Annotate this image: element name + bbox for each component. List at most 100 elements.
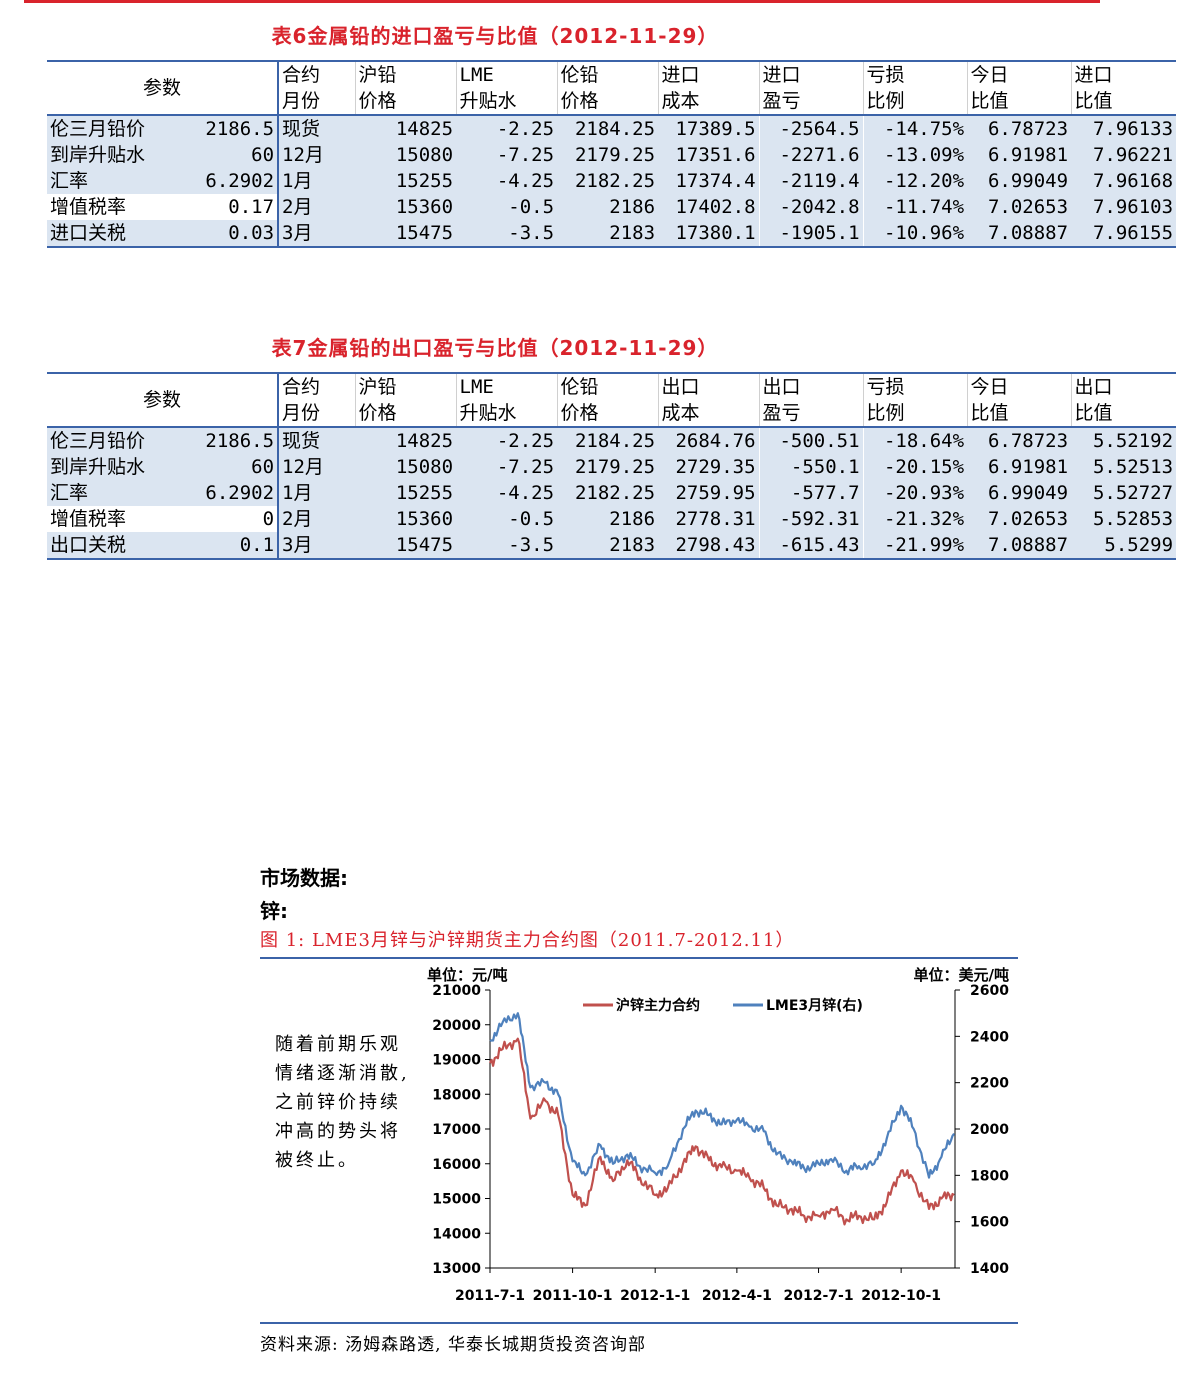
table-cell: -550.1 [758,454,864,480]
table-cell: 2184.25 [557,115,659,142]
table-cell: 14825 [355,115,457,142]
table-cell: 6.78723 [967,115,1072,142]
left-tick-label: 16000 [432,1157,481,1173]
table-cell: -21.99% [862,532,968,560]
col-header-top: 出口 [1070,372,1177,400]
param-value: 2186.5 [172,427,279,454]
table-cell: 14825 [355,427,457,454]
table-cell: -1905.1 [758,220,864,248]
figure-bottom-rule [260,1322,1018,1324]
table-cell: 7.96133 [1071,115,1177,142]
col-header-top: 沪铅 [354,372,457,400]
left-tick-label: 13000 [432,1261,481,1277]
table-cell: 2778.31 [658,506,760,532]
x-tick-label: 2011-10-1 [533,1288,613,1304]
param-value: 6.2902 [172,168,279,194]
table-cell: 15080 [355,142,457,168]
table-cell: 2179.25 [557,142,659,168]
table-cell: 7.96155 [1071,220,1177,248]
table-cell: 15475 [355,220,457,248]
table-cell: -615.43 [758,532,864,560]
table-row: 到岸升贴水 60 12月 15080 -7.25 2179.25 17351.6… [47,142,1177,168]
col-header-top: 出口 [758,372,864,400]
left-tick-label: 15000 [432,1192,481,1208]
right-tick-label: 1600 [970,1215,1009,1231]
table-cell: -20.93% [862,480,968,506]
table-cell: -10.96% [862,220,968,248]
table-cell: -4.25 [456,168,558,194]
table-row: 进口关税 0.03 3月 15475 -3.5 2183 17380.1 -19… [47,220,1177,248]
col-header-bottom: 比值 [1070,400,1177,428]
table-cell: -3.5 [456,220,558,248]
col-header-top: 今日 [966,372,1072,400]
top-red-bar [24,0,1100,3]
param-label: 汇率 [47,168,172,194]
param-label: 增值税率 [47,506,172,532]
table-cell: 15360 [355,194,457,220]
param-label: 汇率 [47,480,172,506]
table-cell: 6.78723 [967,427,1072,454]
table-cell: 2183 [557,532,659,560]
table-cell: -14.75% [862,115,968,142]
table-cell: 7.96103 [1071,194,1177,220]
contract-month: 1月 [277,480,356,506]
param-label: 伦三月铅价 [47,115,172,142]
table-cell: 7.08887 [967,220,1072,248]
contract-month: 2月 [277,506,356,532]
table-cell: -18.64% [862,427,968,454]
table-row: 伦三月铅价 2186.5 现货 14825 -2.25 2184.25 2684… [47,427,1177,454]
table-cell: 2182.25 [557,168,659,194]
table-cell: 6.99049 [967,168,1072,194]
x-tick-label: 2012-4-1 [702,1288,772,1304]
section-zinc: 锌: [260,899,288,923]
param-value: 0.1 [172,532,279,560]
table-cell: 6.99049 [967,480,1072,506]
table-row: 伦三月铅价 2186.5 现货 14825 -2.25 2184.25 1738… [47,115,1177,142]
table-row: 汇率 6.2902 1月 15255 -4.25 2182.25 2759.95… [47,480,1177,506]
table-cell: 7.02653 [967,194,1072,220]
table7-title: 表7金属铅的出口盈亏与比值（2012-11-29） [271,336,719,360]
legend-label-shfe: 沪锌主力合约 [616,997,700,1014]
table-cell: 6.91981 [967,142,1072,168]
table-cell: -13.09% [862,142,968,168]
table-cell: 6.91981 [967,454,1072,480]
table-cell: -11.74% [862,194,968,220]
zinc-price-chart: 单位：元/吨 单位：美元/吨 13000 14000 15000 16000 17000… [427,966,1009,1304]
table-cell: -2564.5 [758,115,864,142]
table-row: 出口关税 0.1 3月 15475 -3.5 2183 2798.43 -615… [47,532,1177,560]
left-tick-label: 14000 [432,1226,481,1242]
col-header-top: 亏损 [862,60,968,88]
param-label: 进口关税 [47,220,172,248]
param-value: 6.2902 [172,480,279,506]
col-header-top: 伦铅 [556,60,659,88]
col-header-bottom: 价格 [354,400,457,428]
table-cell: 15255 [355,480,457,506]
col-header-bottom: 比值 [966,88,1072,116]
contract-month: 现货 [277,115,356,142]
table-cell: 15255 [355,168,457,194]
table-cell: 5.52513 [1071,454,1177,480]
col-header-bottom: 价格 [556,88,659,116]
table-row: 到岸升贴水 60 12月 15080 -7.25 2179.25 2729.35… [47,454,1177,480]
table-cell: -21.32% [862,506,968,532]
table6: 参数 合约 沪铅 LME 伦铅 进口 进口 亏损 今日 进口 月份 价格 升贴水… [47,60,1177,248]
source-note: 资料来源: 汤姆森路透, 华泰长城期货投资咨询部 [260,1335,646,1355]
param-value: 0.03 [172,220,279,248]
contract-month: 3月 [277,532,356,560]
col-header-bottom: 成本 [657,88,760,116]
left-tick-label: 18000 [432,1087,481,1103]
left-tick-label: 21000 [432,983,481,999]
col-header-top: 伦铅 [556,372,659,400]
table-cell: -500.51 [758,427,864,454]
table-cell: 17389.5 [658,115,760,142]
col-header-top: 出口 [657,372,760,400]
table-cell: 5.52192 [1071,427,1177,454]
col-header-top: 亏损 [862,372,968,400]
contract-month: 1月 [277,168,356,194]
table-cell: 15360 [355,506,457,532]
table-cell: 2184.25 [557,427,659,454]
right-axis-unit: 单位：美元/吨 [914,966,1009,984]
contract-month: 12月 [277,142,356,168]
table-row: 增值税率 0 2月 15360 -0.5 2186 2778.31 -592.3… [47,506,1177,532]
table-cell: -2.25 [456,115,558,142]
